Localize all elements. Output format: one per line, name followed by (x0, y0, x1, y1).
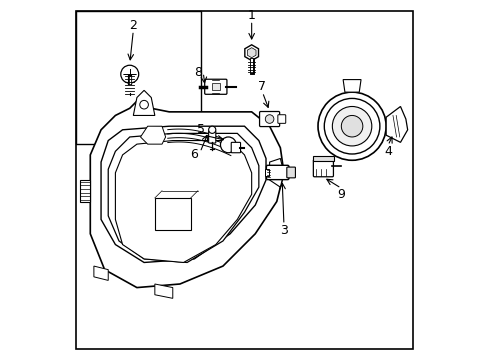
Circle shape (220, 137, 236, 153)
FancyBboxPatch shape (231, 142, 240, 153)
Circle shape (265, 115, 273, 123)
Polygon shape (155, 284, 172, 298)
Text: 1: 1 (247, 9, 255, 22)
Text: 3: 3 (280, 224, 287, 237)
Text: 8: 8 (193, 66, 202, 79)
Ellipse shape (332, 107, 371, 146)
Polygon shape (247, 48, 256, 58)
Polygon shape (80, 180, 90, 202)
FancyBboxPatch shape (211, 83, 220, 90)
Polygon shape (108, 134, 258, 262)
FancyBboxPatch shape (204, 79, 226, 94)
Polygon shape (115, 140, 251, 262)
FancyBboxPatch shape (313, 159, 333, 177)
FancyBboxPatch shape (277, 115, 285, 123)
FancyBboxPatch shape (208, 131, 215, 143)
FancyBboxPatch shape (259, 112, 279, 127)
Polygon shape (140, 126, 165, 144)
Text: 4: 4 (383, 145, 391, 158)
Polygon shape (94, 266, 108, 280)
FancyBboxPatch shape (286, 167, 295, 178)
Polygon shape (343, 80, 360, 92)
Bar (76, 12, 201, 144)
Bar (155, 198, 190, 230)
Text: 2: 2 (129, 19, 137, 32)
Ellipse shape (341, 116, 362, 137)
Polygon shape (133, 90, 155, 116)
Text: 6: 6 (190, 148, 198, 161)
FancyBboxPatch shape (312, 156, 333, 161)
Polygon shape (101, 126, 265, 262)
FancyBboxPatch shape (266, 165, 288, 180)
Text: 9: 9 (337, 188, 345, 201)
FancyBboxPatch shape (265, 168, 268, 176)
Text: 7: 7 (258, 80, 266, 93)
Polygon shape (90, 98, 284, 288)
Circle shape (208, 126, 215, 134)
Text: 5: 5 (197, 123, 205, 136)
Polygon shape (386, 107, 407, 142)
Circle shape (121, 65, 139, 83)
Ellipse shape (317, 92, 386, 160)
Polygon shape (244, 45, 258, 60)
Ellipse shape (324, 98, 379, 154)
Polygon shape (269, 158, 284, 187)
Circle shape (140, 100, 148, 109)
